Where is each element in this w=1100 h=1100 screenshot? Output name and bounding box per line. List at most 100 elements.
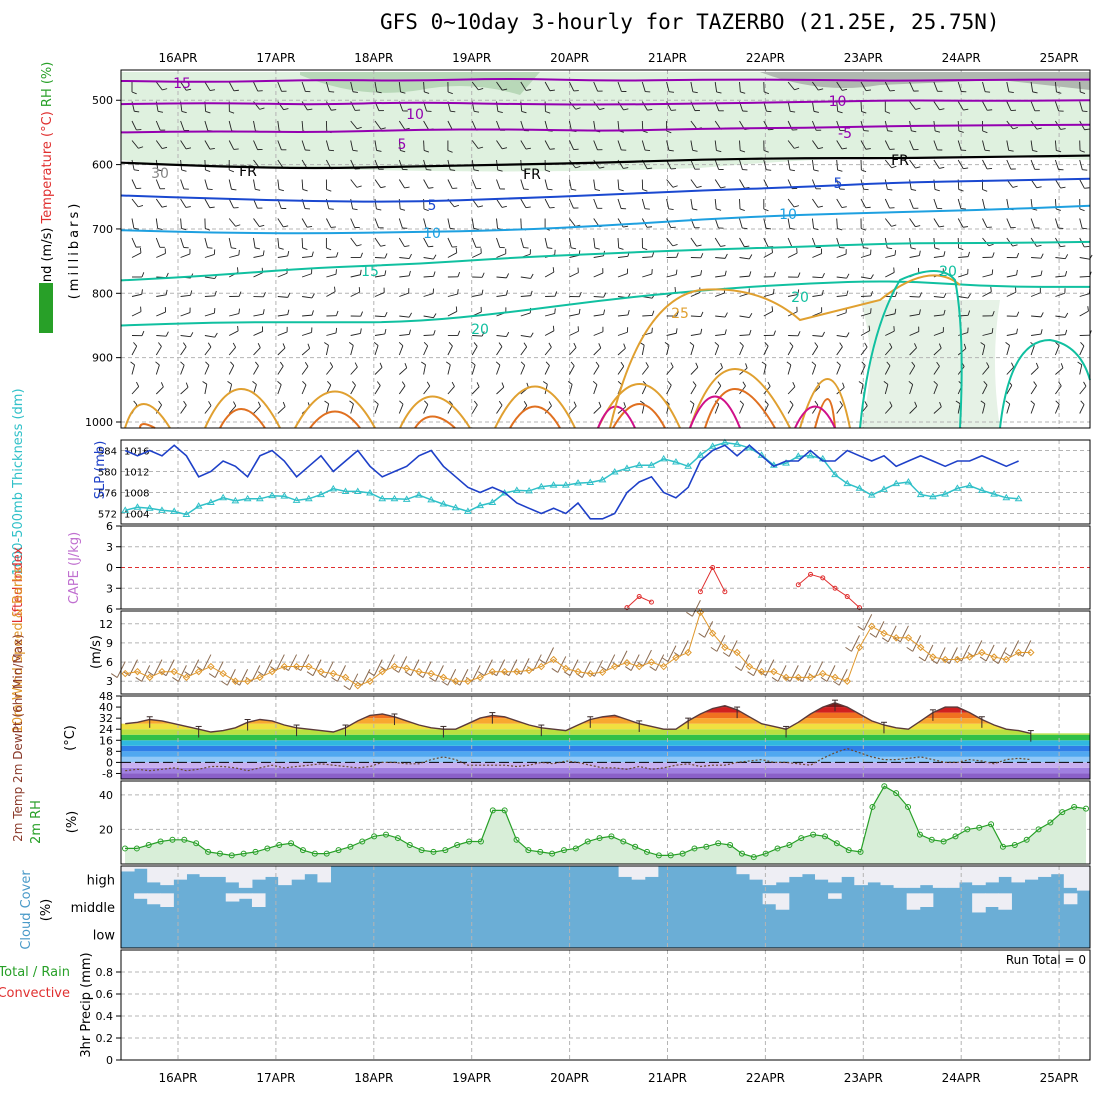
wind-barb-flag bbox=[233, 401, 237, 407]
wind-barb-flag bbox=[348, 342, 354, 346]
wind-barb bbox=[569, 365, 575, 375]
wind-barb bbox=[472, 294, 483, 297]
wind-barb-flag bbox=[470, 361, 476, 366]
wind-barb-flag bbox=[380, 186, 386, 189]
wind-barb-flag bbox=[789, 342, 794, 347]
surface-wind-barb bbox=[557, 656, 567, 673]
wind-speed-marker bbox=[500, 667, 509, 676]
wind-speed-marker bbox=[819, 669, 827, 678]
wind-barb bbox=[1030, 218, 1035, 229]
wind-barb bbox=[909, 159, 916, 169]
wind-barb-flag bbox=[740, 91, 746, 94]
wind-barb bbox=[253, 218, 260, 227]
wind-barb bbox=[593, 101, 600, 110]
wind-barb-flag bbox=[283, 225, 289, 228]
wind-speed-marker bbox=[231, 677, 240, 685]
wind-barb bbox=[131, 179, 137, 189]
wind-barb bbox=[204, 365, 210, 375]
temp-band bbox=[121, 767, 1090, 774]
surface-wind-barb-flag bbox=[551, 668, 559, 673]
wind-barb bbox=[447, 293, 458, 297]
wind-barb-flag bbox=[1035, 362, 1039, 368]
wind-barb-flag bbox=[360, 311, 364, 317]
wind-barb bbox=[714, 198, 717, 209]
wind-barb-flag bbox=[651, 310, 655, 316]
wind-barb bbox=[447, 120, 453, 131]
wind-barb bbox=[301, 384, 307, 395]
wind-barb-flag bbox=[667, 381, 672, 386]
thickness-marker bbox=[378, 494, 387, 502]
rh-tick-label: 40 bbox=[99, 789, 113, 802]
wind-barb bbox=[1055, 334, 1066, 336]
thickness-marker bbox=[990, 490, 998, 497]
wind-barb-flag bbox=[1060, 245, 1066, 248]
wind-speed-marker bbox=[794, 673, 803, 682]
thickness-marker bbox=[121, 506, 130, 513]
wind-barb bbox=[1006, 291, 1017, 297]
thickness-marker bbox=[892, 479, 901, 487]
wind-barb-flag bbox=[814, 342, 819, 347]
wind-barb bbox=[641, 101, 648, 111]
wind-barb bbox=[1079, 81, 1081, 93]
wind-barb bbox=[982, 332, 993, 336]
wind-barb-flag bbox=[134, 110, 140, 113]
wind-barb bbox=[909, 198, 914, 209]
wind-barb-flag bbox=[433, 254, 437, 260]
wind-barb bbox=[836, 405, 843, 414]
upper-air-frame bbox=[120, 69, 1091, 429]
warm-contour-inner bbox=[814, 398, 836, 429]
wind-barb bbox=[155, 237, 161, 248]
wind-speed-marker bbox=[243, 677, 252, 685]
wind-barb bbox=[1055, 257, 1066, 260]
wind-barb bbox=[617, 81, 622, 92]
wind-barb-flag bbox=[908, 380, 913, 385]
wind-speed-marker bbox=[439, 673, 448, 682]
thickness-marker bbox=[904, 478, 913, 485]
thickness-marker bbox=[684, 462, 693, 469]
wind-barb bbox=[204, 346, 212, 356]
wind-speed-marker bbox=[843, 677, 851, 685]
surface-wind-barb bbox=[141, 665, 151, 682]
wind-barb bbox=[812, 253, 822, 258]
thickness-marker bbox=[464, 507, 472, 514]
slp-tick-label: 1012 bbox=[124, 468, 149, 479]
wind-barb bbox=[982, 384, 988, 395]
thickness-marker bbox=[268, 491, 276, 499]
wind-barb-flag bbox=[988, 243, 994, 247]
wind-barb bbox=[204, 179, 209, 190]
wind-barb-flag bbox=[670, 362, 674, 368]
cloud-cell bbox=[160, 866, 174, 886]
wind-speed-marker bbox=[513, 667, 521, 676]
thickness-marker bbox=[133, 503, 142, 510]
wind-barb bbox=[763, 364, 767, 375]
wind-barb-flag bbox=[525, 147, 531, 150]
wind-barb-flag bbox=[254, 247, 261, 250]
wind-barb bbox=[812, 294, 823, 297]
wind-barb bbox=[496, 364, 501, 375]
date-label-top: 16APR bbox=[158, 51, 197, 65]
wind-barb bbox=[690, 403, 695, 414]
wind-barb-flag bbox=[502, 88, 508, 91]
wind-barb-flag bbox=[547, 247, 553, 249]
wind-barb bbox=[690, 81, 694, 92]
wind-barb bbox=[471, 346, 478, 356]
wind-barb bbox=[982, 237, 990, 247]
wind-barb bbox=[641, 345, 645, 356]
rh-marker bbox=[394, 835, 401, 842]
cloud-cell bbox=[251, 866, 266, 880]
thickness-marker bbox=[255, 494, 264, 502]
wind-barb-flag bbox=[552, 325, 555, 331]
wind-barb-flag bbox=[570, 361, 575, 367]
thickness-marker bbox=[843, 479, 852, 487]
wind-barb bbox=[884, 179, 888, 190]
wind-barb-flag bbox=[131, 91, 137, 95]
thickness-tick-label: 576 bbox=[98, 489, 117, 500]
contour-label: 15 bbox=[361, 264, 379, 280]
wind-barb bbox=[642, 315, 653, 317]
wind-barb bbox=[253, 120, 256, 131]
wind-barb bbox=[447, 345, 453, 356]
wind-barb bbox=[325, 218, 332, 228]
wind-barb-flag bbox=[423, 208, 429, 212]
wind-barb bbox=[277, 120, 280, 131]
